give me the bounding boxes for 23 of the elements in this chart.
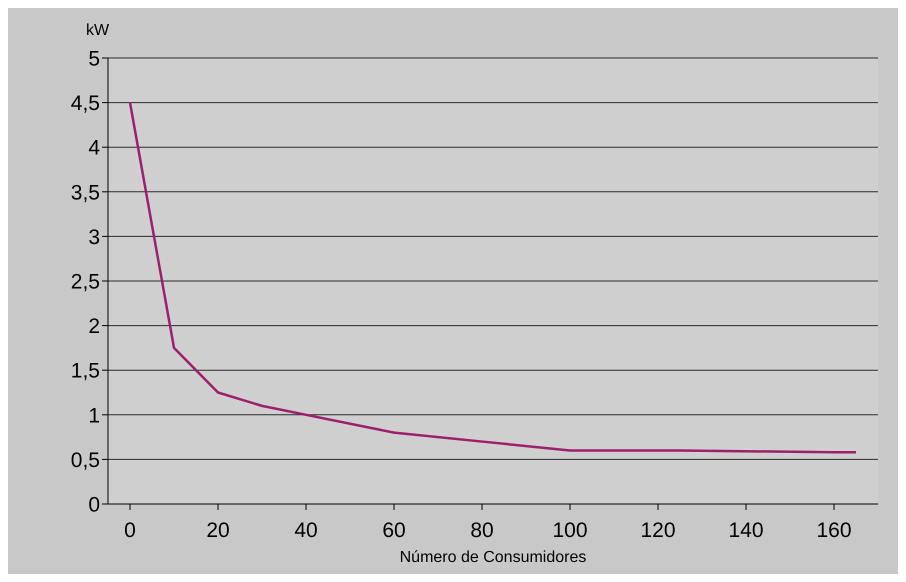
y-tick-label: 2: [88, 315, 100, 338]
x-tick-label: 160: [816, 518, 852, 542]
y-tick-label: 1: [88, 404, 100, 428]
y-tick-label: 1,5: [70, 360, 100, 383]
y-tick-label: 0,5: [70, 448, 100, 472]
x-tick-label: 40: [294, 518, 318, 542]
x-tick-label: 20: [206, 518, 230, 542]
x-tick-label: 120: [640, 518, 676, 542]
y-tick-label: 2,5: [70, 270, 100, 294]
line-series: [128, 101, 858, 454]
x-tick-label: 140: [728, 518, 764, 542]
x-tick-label: 100: [552, 518, 588, 542]
y-axis-title: kW: [86, 22, 110, 40]
x-tick-label: 60: [382, 518, 406, 542]
y-tick-label: 0: [88, 493, 100, 516]
y-tick-label: 4: [88, 136, 100, 160]
x-tick-label: 80: [470, 518, 494, 542]
y-tick-label: 3: [88, 226, 100, 249]
x-tick-label: 0: [124, 518, 136, 542]
y-tick-label: 5: [88, 47, 100, 70]
x-axis-title: Número de Consumidores: [400, 549, 586, 566]
y-tick-label: 4,5: [70, 92, 100, 116]
y-tick-label: 3,5: [70, 181, 100, 204]
